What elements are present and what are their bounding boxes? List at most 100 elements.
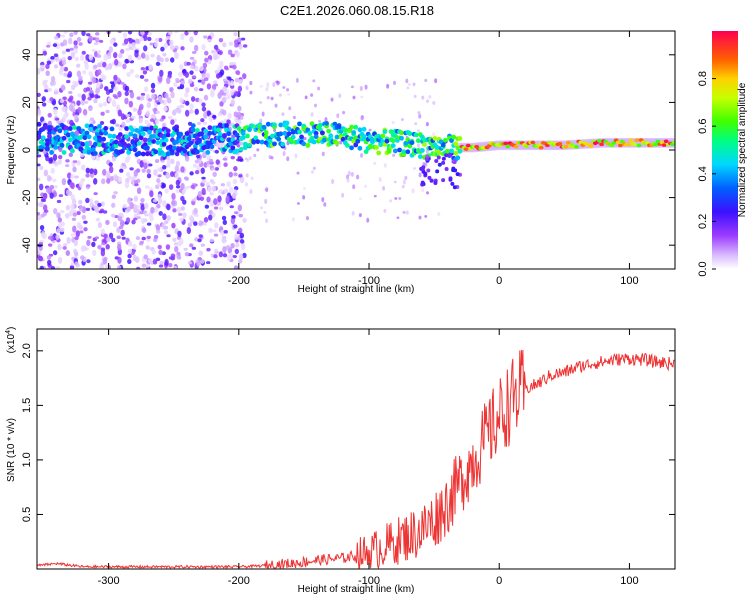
spectrogram-ridge-cell	[138, 135, 144, 141]
spectrogram-speckle	[229, 89, 235, 96]
spectrogram-tail-cell	[426, 168, 431, 173]
spectrogram-ridge-cell	[124, 126, 129, 131]
spectrogram-ridge-cell	[145, 145, 150, 151]
spectrogram-speckle	[278, 93, 282, 97]
spectrogram-ridge-cell	[436, 150, 442, 156]
spectrogram-ridge-cell	[357, 145, 363, 151]
spectrogram-speckle	[172, 208, 177, 213]
spectrogram-ridge-cell	[132, 133, 138, 139]
spectrogram-speckle	[155, 110, 160, 114]
spectrogram-speckle	[179, 104, 184, 109]
spectrogram-speckle	[221, 215, 227, 221]
spectrogram-tail-cell	[441, 160, 446, 165]
spectrogram-speckle	[200, 167, 205, 175]
spectrogram-ridge-cell	[661, 143, 667, 147]
spectrogram-speckle	[265, 187, 269, 193]
spectrogram-speckle	[259, 101, 263, 104]
spectrogram-ridge-cell	[588, 144, 594, 148]
spectrogram-ridge-cell	[336, 124, 342, 130]
spectrogram-speckle	[393, 80, 397, 86]
spectrogram-speckle	[66, 236, 71, 244]
spectrogram-ylabel: Frequency (Hz)	[6, 116, 17, 185]
spectrogram-speckle	[336, 113, 340, 119]
spectrogram-ridge-cell	[390, 143, 396, 149]
spectrogram-speckle	[55, 266, 61, 269]
spectrogram-speckle	[225, 245, 231, 251]
y-tick-label: -20	[21, 190, 33, 206]
spectrogram-speckle	[273, 128, 277, 132]
spectrogram-speckle	[230, 242, 235, 249]
spectrogram-ridge-cell	[215, 127, 221, 133]
spectrogram-ridge-cell	[655, 139, 661, 144]
spectrogram-speckle	[106, 236, 111, 242]
spectrogram-speckle	[105, 171, 111, 177]
spectrogram-speckle	[65, 250, 71, 256]
spectrogram-ridge-cell	[72, 125, 77, 130]
spectrogram-speckle	[43, 169, 49, 177]
spectrogram-speckle	[228, 171, 234, 178]
x-tick-label: 0	[496, 275, 502, 287]
spectrogram-speckle	[148, 258, 153, 264]
spectrogram-speckle	[168, 115, 173, 120]
spectrogram-ridge-cell	[282, 130, 288, 136]
spectrogram-speckle	[63, 31, 68, 35]
spectrogram-speckle	[437, 212, 441, 216]
spectrogram-ridge-cell	[374, 145, 379, 150]
spectrogram-speckle	[234, 233, 239, 240]
spectrogram-speckle	[88, 54, 94, 61]
y-tick-label: 2.0	[21, 343, 33, 358]
spectrogram-speckle	[190, 96, 196, 102]
spectrogram-ridge-cell	[409, 140, 415, 146]
spectrogram-speckle	[154, 38, 160, 42]
spectrogram-speckle	[135, 266, 141, 269]
spectrogram-speckle	[155, 61, 161, 66]
spectrogram-ridge-cell	[253, 135, 259, 141]
spectrogram-speckle	[234, 77, 240, 83]
spectrogram-speckle	[115, 123, 120, 127]
spectrogram-ridge-cell	[324, 120, 329, 126]
spectrogram-speckle	[359, 85, 363, 92]
spectrogram-speckle	[123, 38, 129, 45]
spectrogram-speckle	[392, 153, 396, 158]
spectrogram-speckle	[103, 53, 108, 61]
spectrogram-speckle	[412, 167, 416, 170]
spectrogram-ridge-cell	[140, 131, 146, 137]
spectrogram-speckle	[198, 234, 203, 238]
spectrogram-tail-cell	[436, 155, 441, 160]
spectrogram-speckle	[117, 109, 123, 117]
spectrogram-speckle	[87, 81, 93, 85]
spectrogram-ridge-cell	[455, 155, 461, 161]
spectrogram-speckle	[78, 204, 84, 212]
spectrogram-speckle	[94, 200, 99, 205]
spectrogram-ridge-cell	[355, 138, 361, 144]
spectrogram-speckle	[47, 112, 52, 118]
spectrogram-speckle	[61, 50, 67, 55]
spectrogram-ridge-cell	[305, 142, 311, 148]
spectrogram-speckle	[108, 232, 114, 240]
spectrogram-speckle	[56, 212, 61, 219]
spectrogram-speckle	[150, 82, 156, 89]
spectrogram-ridge-cell	[124, 134, 129, 140]
spectrogram-speckle	[237, 85, 243, 93]
spectrogram-speckle	[175, 160, 181, 167]
spectrogram-ridge-cell	[457, 148, 463, 154]
spectrogram-speckle	[311, 170, 315, 174]
spectrogram-tail-cell	[434, 158, 439, 163]
spectrogram-speckle	[79, 54, 85, 61]
spectrogram-speckle	[175, 189, 180, 194]
spectrogram-ridge-cell	[95, 128, 100, 134]
spectrogram-speckle	[227, 49, 233, 55]
spectrogram-speckle	[163, 225, 169, 230]
spectrogram-speckle	[98, 39, 104, 43]
spectrogram-ridge-cell	[103, 126, 109, 131]
spectrogram-speckle	[203, 94, 209, 101]
spectrogram-speckle	[117, 31, 122, 34]
spectrogram-speckle	[85, 87, 91, 92]
spectrogram-ridge-cell	[107, 133, 113, 139]
spectrogram-speckle	[274, 103, 278, 108]
spectrogram-speckle	[127, 248, 133, 254]
spectrogram-speckle	[117, 61, 123, 68]
spectrogram-ridge-cell	[309, 121, 315, 127]
spectrogram-speckle	[295, 77, 299, 83]
spectrogram-speckle	[74, 175, 79, 179]
